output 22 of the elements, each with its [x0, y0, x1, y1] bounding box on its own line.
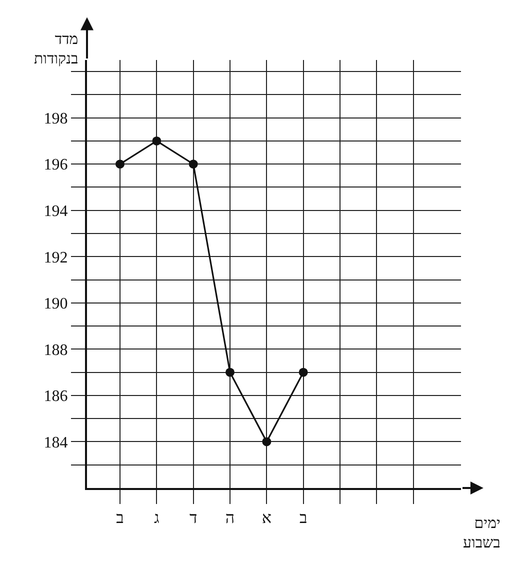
y-tick-label: 198: [44, 110, 68, 128]
point: [298, 368, 308, 377]
point: [152, 136, 162, 146]
y-tick-label: 186: [44, 388, 68, 406]
x-tick-label: א: [262, 510, 272, 528]
point: [262, 437, 272, 446]
x-tick-label: ב: [116, 510, 124, 528]
x-tick-label: ג: [154, 510, 160, 528]
y-tick-label: 196: [44, 156, 68, 174]
point: [116, 160, 124, 169]
y-tick-label: 188: [44, 342, 68, 359]
y-axis-title: מדד בנקודות: [34, 32, 78, 68]
y-tick-label: 190: [44, 296, 68, 313]
x-tick-label: ב: [299, 510, 308, 528]
x-axis-title: ימים בשבוע: [463, 516, 500, 552]
x-tick-label: ד: [189, 510, 198, 528]
y-tick-label: 192: [44, 249, 68, 266]
point: [226, 368, 234, 377]
y-tick-label: 184: [44, 434, 68, 452]
y-tick-label: 194: [44, 202, 68, 220]
point: [188, 160, 198, 169]
x-tick-label: ה: [225, 510, 235, 528]
